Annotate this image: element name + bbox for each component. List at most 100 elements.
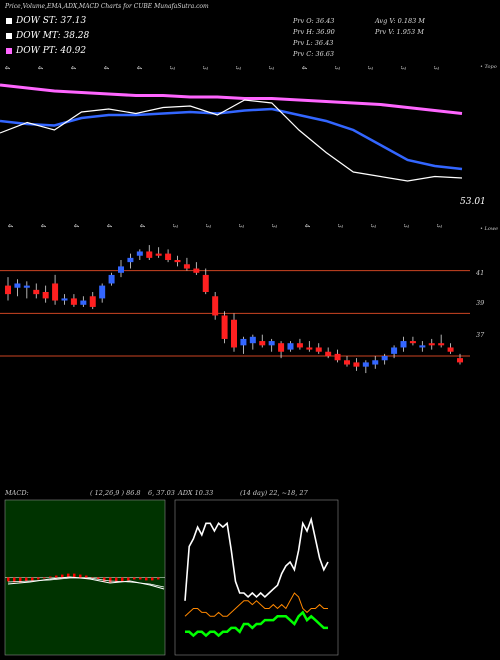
ema-date-tick-label: 3: [435, 224, 442, 228]
macd-hist-bar: [91, 577, 94, 579]
adx-series-line: [185, 610, 328, 638]
candle-body: [409, 341, 416, 344]
ema-date-tick-label: 4: [3, 65, 10, 70]
ema-date-tick-label: 3: [234, 66, 241, 70]
candle-body: [89, 296, 96, 307]
candle-body: [14, 283, 21, 288]
candle-body: [334, 353, 341, 361]
candle-body: [278, 343, 285, 352]
candle-body: [80, 300, 87, 305]
avg-volume: Avg V: 0.183 M: [375, 17, 425, 25]
candle-body: [118, 266, 124, 273]
adx-params: (14 day) 22, ~18, 27: [240, 489, 308, 497]
ema-date-tick-label: 4: [39, 223, 46, 228]
candle-body: [99, 285, 106, 299]
candle-body: [108, 274, 115, 284]
prev-close: Prv C: 36.63: [293, 50, 335, 58]
ema-series-line: [0, 83, 463, 115]
legend-dow-st: DOW ST: 37.13: [6, 16, 86, 26]
candle-body: [447, 347, 454, 352]
ema-date-tick-label: 4: [105, 223, 112, 228]
ema-date-tick-label: 3: [171, 224, 178, 228]
price-corner-label: • Lowe: [480, 226, 499, 232]
candle-body: [70, 298, 77, 305]
macd-params: ( 12,26,9 ) 86.8: [90, 489, 141, 497]
macd-hist-bar: [109, 577, 112, 583]
price-level-41: 41: [476, 269, 485, 277]
prev-volume: Prv V: 1.953 M: [375, 28, 424, 36]
macd-signal-line: [7, 577, 165, 588]
candle-body: [268, 341, 275, 346]
macd-panel: [4, 499, 166, 656]
macd-hist-bar: [49, 576, 52, 578]
candle-body: [221, 315, 228, 339]
ema-date-tick-label: 3: [333, 66, 340, 70]
candle-body: [315, 347, 322, 352]
legend-label: DOW MT: 38.28: [16, 31, 90, 41]
prev-low: Prv L: 36.43: [293, 39, 334, 47]
candlestick-panel: [5, 245, 463, 374]
candle-body: [202, 274, 209, 292]
ema-date-tick-label: 3: [270, 224, 277, 228]
candle-body: [146, 251, 153, 258]
ema-date-tick-label: 3: [237, 224, 244, 228]
candle-body: [438, 343, 445, 346]
ema-date-tick-label: 4: [6, 223, 13, 228]
ema-date-tick-label: 3: [336, 224, 343, 228]
ema-date-tick-label: 3: [201, 66, 208, 70]
macd-hist-bar: [139, 577, 142, 580]
ema-date-tick-label: 4: [72, 223, 79, 228]
macd-values: 6, 37.03: [148, 489, 175, 497]
adx-panel: [174, 499, 339, 656]
ema-date-tick-label: 3: [369, 224, 376, 228]
macd-hist-bar: [13, 577, 16, 583]
candle-body: [61, 298, 68, 301]
price-level-lines: [0, 270, 470, 357]
candle-body: [165, 253, 172, 260]
ema-panel: [0, 83, 463, 182]
ema-date-tick-label: 4: [69, 65, 76, 70]
candle-body: [33, 289, 40, 295]
candle-body: [362, 362, 369, 367]
macd-hist-bar: [55, 575, 58, 578]
macd-hist-bar: [115, 577, 118, 583]
ema-date-tick-label: 4: [36, 65, 43, 70]
macd-hist-bar: [37, 577, 40, 580]
candle-body: [428, 343, 435, 346]
macd-hist-bar: [121, 577, 124, 582]
candle-body: [155, 253, 162, 256]
ema-date-axis-bottom: 4 4 4 4 4 3 3 3 3 4 3 3 3 3: [6, 223, 442, 228]
candle-body: [240, 338, 247, 346]
adx-label: ADX 10.33: [178, 489, 214, 497]
ema-date-axis-top: 4 4 4 4 4 3 3 3 3 4 3 3 3 3: [3, 65, 439, 70]
candle-body: [391, 347, 398, 354]
ema-date-tick-label: 4: [138, 223, 145, 228]
ema-date-tick-label: 3: [168, 66, 175, 70]
macd-hist-bar: [67, 573, 70, 578]
candle-body: [381, 356, 388, 361]
candle-body: [231, 319, 237, 348]
candle-body: [212, 296, 219, 316]
ema-date-tick-label: 3: [204, 224, 211, 228]
macd-hist-bar: [127, 577, 130, 581]
ema-date-tick-label: 4: [300, 65, 307, 70]
macd-hist-bar: [73, 573, 76, 578]
candle-body: [419, 345, 426, 348]
ema-series-line: [0, 107, 463, 171]
candle-body: [353, 362, 360, 367]
candle-body: [127, 257, 134, 263]
macd-label: MACD:: [5, 489, 29, 497]
legend-dow-pt: DOW PT: 40.92: [6, 46, 86, 56]
ema-date-tick-label: 3: [402, 224, 409, 228]
candle-body: [296, 343, 303, 348]
macd-hist-bar: [97, 577, 100, 580]
macd-hist-bar: [31, 577, 34, 581]
macd-hist-bar: [103, 577, 106, 582]
candle-body: [136, 251, 143, 256]
macd-hist-bar: [151, 577, 154, 581]
candle-body: [259, 341, 266, 346]
ema-date-tick-label: 3: [366, 66, 373, 70]
candle-body: [249, 336, 256, 344]
candle-body: [325, 351, 332, 356]
